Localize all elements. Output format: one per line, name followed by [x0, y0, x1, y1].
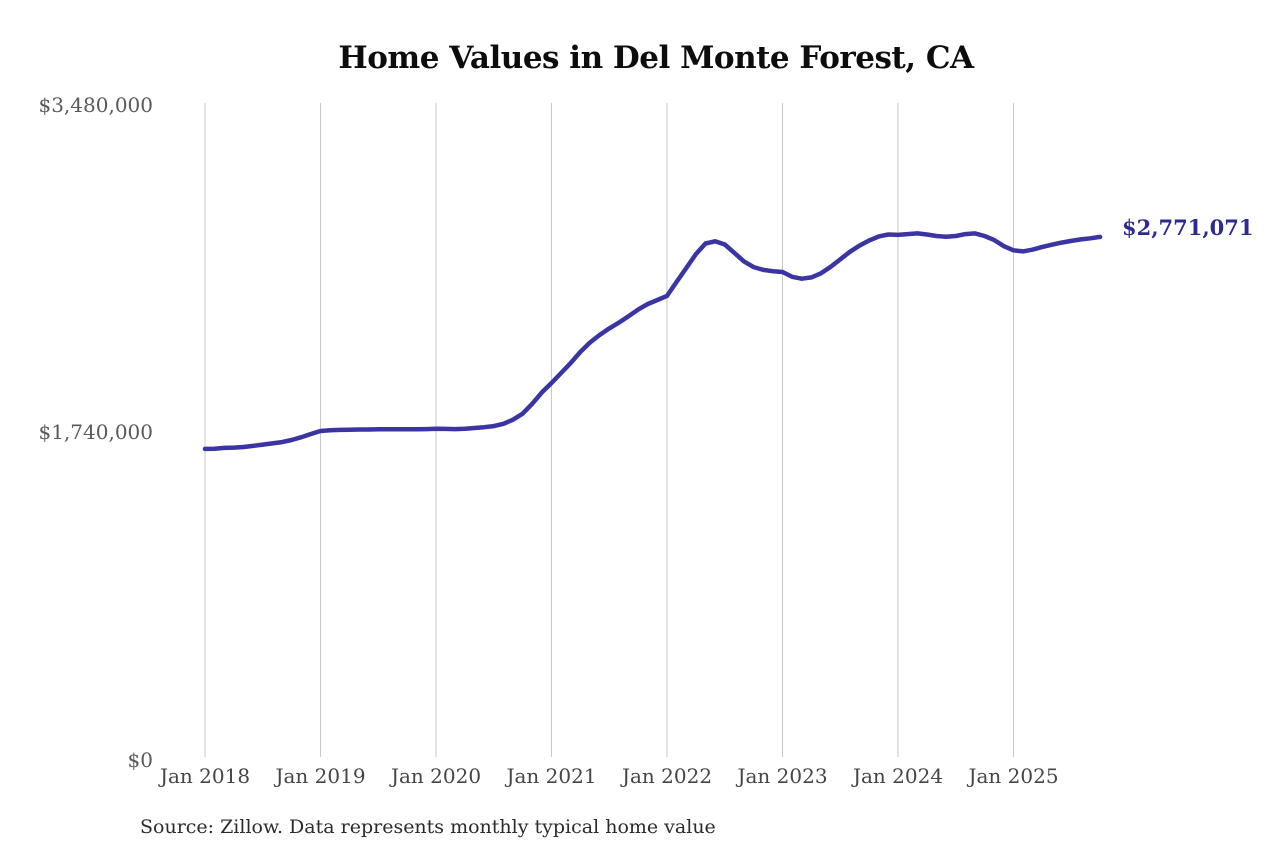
x-tick-label: Jan 2023 [737, 764, 828, 788]
y-tick-label: $1,740,000 [38, 420, 153, 444]
y-tick-label: $3,480,000 [38, 92, 153, 117]
x-tick-label: Jan 2019 [275, 764, 366, 788]
x-tick-label: Jan 2022 [621, 764, 713, 788]
source-note: Source: Zillow. Data represents monthly … [140, 816, 716, 838]
latest-value-label: $2,771,071 [1122, 215, 1254, 240]
chart-title: Home Values in Del Monte Forest, CA [338, 40, 974, 76]
y-tick-label: $0 [127, 747, 153, 772]
x-tick-label: Jan 2018 [159, 764, 251, 788]
x-tick-label: Jan 2024 [852, 764, 944, 788]
x-tick-label: Jan 2020 [390, 764, 482, 788]
home-value-line [202, 231, 1103, 452]
x-tick-label: Jan 2025 [968, 764, 1059, 788]
x-tick-label: Jan 2021 [506, 764, 597, 788]
